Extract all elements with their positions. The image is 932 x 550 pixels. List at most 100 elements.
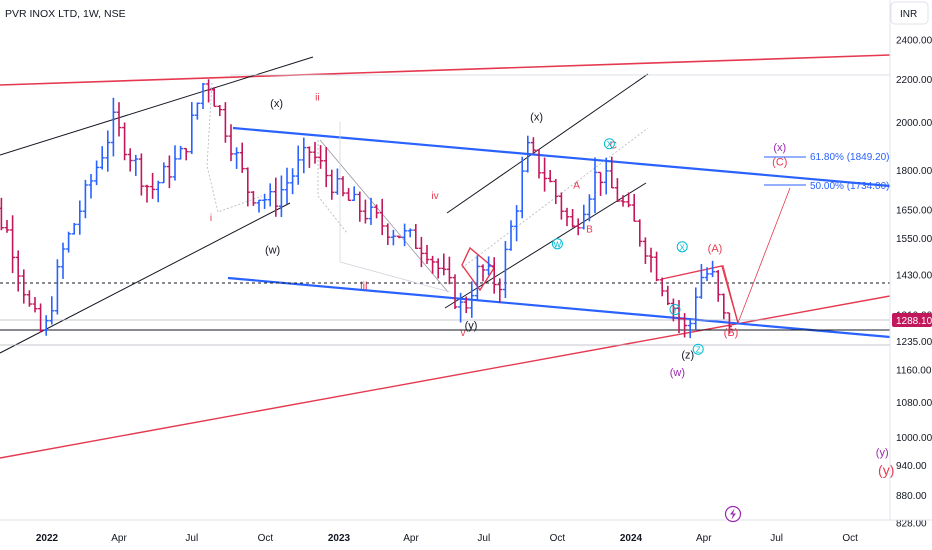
x-tick-label: Oct xyxy=(258,533,274,544)
wave-label-ring xyxy=(692,343,704,355)
upper-red-trendline[interactable] xyxy=(0,54,891,86)
blue-channel-lower[interactable] xyxy=(227,276,891,339)
ohlc-bar xyxy=(54,259,60,315)
wave-label: ii xyxy=(315,93,319,104)
x-axis[interactable]: 2022 Apr Jul Oct 2023 Apr Jul Oct 2024 Apr Jul Oct xyxy=(36,533,858,544)
ohlc-bar xyxy=(329,169,335,200)
y-tick-label: 2400.00 xyxy=(896,36,932,47)
ohlc-bar xyxy=(178,145,184,160)
ohlc-bar xyxy=(290,168,296,195)
ohlc-bar xyxy=(0,197,4,231)
x-tick-label: Oct xyxy=(550,533,566,544)
y-axis[interactable]: 2400.00 2200.00 2000.00 1800.00 1650.00 1550.… xyxy=(896,36,932,530)
ohlc-bar xyxy=(217,104,223,117)
wave-label: v xyxy=(461,328,466,339)
y-tick-label: 1080.00 xyxy=(896,398,932,409)
ohlc-bar xyxy=(211,87,217,108)
ohlc-bar xyxy=(155,180,161,203)
ohlc-bar xyxy=(542,157,548,192)
ohlc-bar xyxy=(346,188,352,201)
x-tick-label: Jul xyxy=(770,533,783,544)
ohlc-bar xyxy=(306,146,312,168)
blue-channel-upper[interactable] xyxy=(232,126,891,188)
wave-label: (y) xyxy=(465,320,478,332)
ohlc-bar xyxy=(200,82,206,110)
ohlc-bar xyxy=(362,199,368,224)
ohlc-bar xyxy=(334,168,340,195)
plot-area[interactable] xyxy=(0,0,890,520)
y-tick-label: 1430.00 xyxy=(896,271,932,282)
ohlc-bar xyxy=(172,145,178,181)
ohlc-bar xyxy=(99,146,105,170)
ohlc-bar xyxy=(379,198,385,236)
ohlc-bar xyxy=(486,256,492,276)
ohlc-bar xyxy=(564,207,570,227)
ohlc-bar xyxy=(15,250,21,292)
ohlc-bar xyxy=(508,220,514,251)
ohlc-bar xyxy=(278,175,284,218)
ohlc-bar xyxy=(631,193,637,222)
ohlc-bar xyxy=(127,148,133,172)
ohlc-bar xyxy=(194,102,200,120)
ohlc-bar xyxy=(626,192,632,208)
black-channel-upper-mid[interactable] xyxy=(446,73,649,214)
ohlc-bar xyxy=(609,156,615,189)
ohlc-bar xyxy=(301,137,307,174)
wave-label: (w) xyxy=(265,244,280,256)
black-channel-lower-left[interactable] xyxy=(0,202,291,354)
wave-label: (x) xyxy=(530,111,543,123)
ohlc-bar xyxy=(122,122,128,161)
ohlc-bar xyxy=(710,260,716,278)
ohlc-bar xyxy=(446,256,452,285)
ohlc-bar xyxy=(234,147,240,169)
ohlc-bar xyxy=(318,145,324,169)
ohlc-bar xyxy=(648,247,654,273)
ohlc-bar xyxy=(21,269,27,304)
wave-label: iii xyxy=(360,281,367,293)
ohlc-bar xyxy=(43,315,49,336)
lightning-icon[interactable] xyxy=(724,505,742,523)
triangle-pattern-2 xyxy=(661,265,739,324)
fib-label-50: 50.00% (1734.00) xyxy=(810,181,890,192)
ohlc-bar xyxy=(693,287,699,331)
ohlc-bar xyxy=(351,186,357,201)
grey-diagonal-3 xyxy=(339,261,451,293)
currency-button[interactable]: INR xyxy=(890,1,929,25)
ohlc-bar xyxy=(295,145,301,185)
x-tick-label: Apr xyxy=(403,533,419,544)
ohlc-bar xyxy=(374,204,380,219)
wave-label: Y xyxy=(672,306,678,315)
ohlc-bar xyxy=(581,204,587,230)
ohlc-bar xyxy=(586,194,592,222)
ohlc-bar xyxy=(547,169,553,183)
ohlc-bar xyxy=(105,130,111,172)
ohlc-bar xyxy=(144,184,150,203)
ohlc-bar xyxy=(284,167,290,204)
ohlc-bar xyxy=(49,296,55,325)
ohlc-bar xyxy=(458,292,464,323)
wave-label: X xyxy=(607,140,613,149)
ohlc-bar xyxy=(514,205,520,242)
ohlc-bar xyxy=(682,313,688,338)
wave-label: A xyxy=(573,181,580,192)
black-channel-upper-left[interactable] xyxy=(0,56,314,156)
ohlc-bar xyxy=(206,79,212,103)
wave-labels: (x)(x)(w)iiiiiiivv(y)(x)ABCWXXYZ(z)(w)(A… xyxy=(210,93,894,479)
ohlc-bar xyxy=(228,124,234,162)
ohlc-bar xyxy=(323,146,329,188)
ohlc-bar xyxy=(267,183,273,207)
ohlc-bar xyxy=(519,156,525,219)
ohlc-bar xyxy=(553,178,559,205)
ohlc-bar xyxy=(614,178,620,202)
wave-label: (y) xyxy=(876,447,889,459)
last-price-badge xyxy=(892,313,932,327)
wave-label: i xyxy=(210,213,212,224)
ohlc-bar xyxy=(665,285,671,306)
ohlc-bar xyxy=(161,162,167,184)
ohlc-bar xyxy=(413,223,419,250)
ohlc-bar xyxy=(474,255,480,301)
ohlc-bar xyxy=(368,197,374,225)
y-tick-label: 1235.00 xyxy=(896,337,932,348)
ohlc-bar xyxy=(38,303,44,333)
